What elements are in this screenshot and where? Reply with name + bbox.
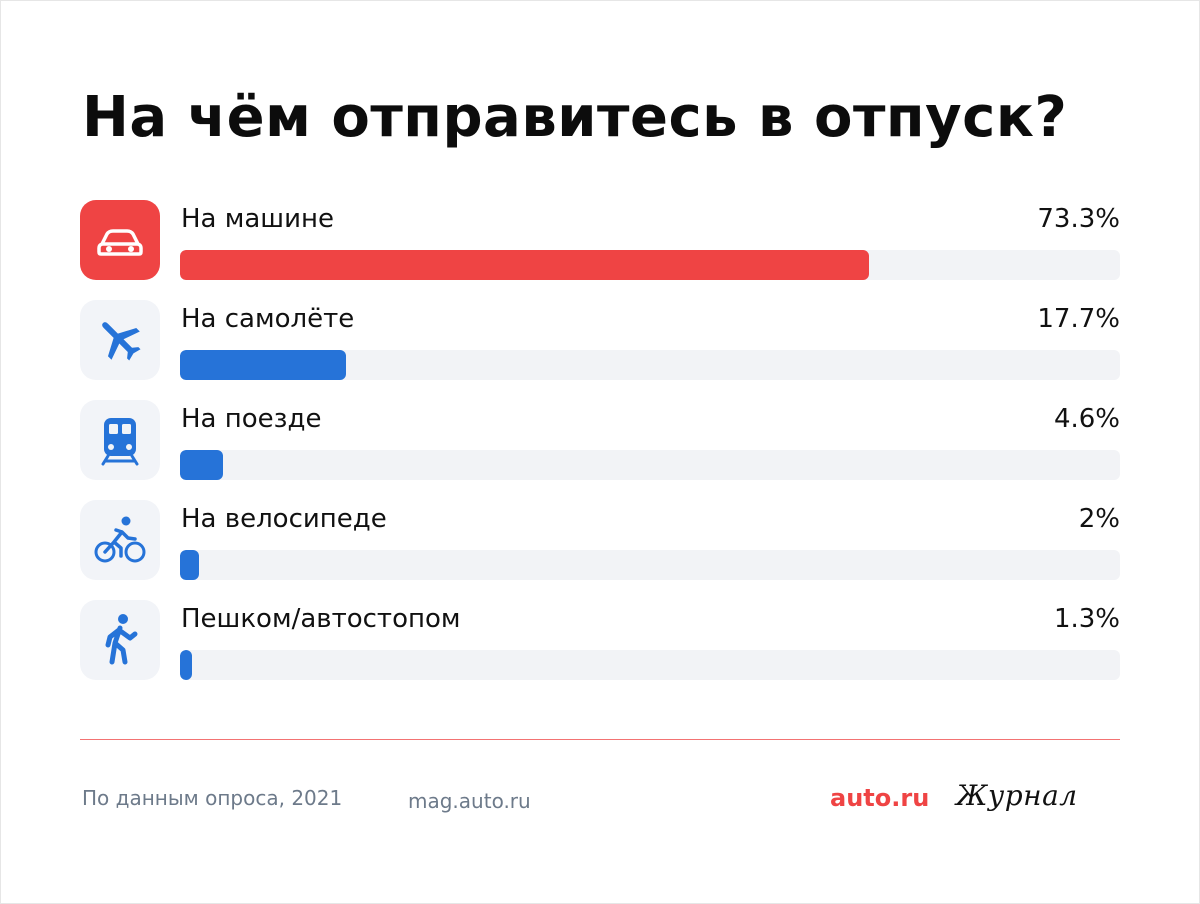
bar-row: На велосипеде 2% [80,500,1120,600]
bar [180,650,193,680]
source-note: По данным опроса, 2021 [82,786,343,810]
footer-divider [80,739,1120,740]
value-label: 73.3% [1037,204,1120,234]
site-link[interactable]: mag.auto.ru [408,789,531,813]
value-label: 2% [1078,504,1120,534]
value-label: 17.7% [1037,304,1120,334]
chart-title: На чём отправитесь в отпуск? [82,85,1068,150]
journal-logo: Журнал [956,779,1078,812]
train-icon [80,400,160,480]
bar-track [180,450,1120,480]
airplane-icon [80,300,160,380]
walking-icon [80,600,160,680]
bar-row: На самолёте 17.7% [80,300,1120,400]
value-label: 4.6% [1053,404,1120,434]
auto-ru-logo: auto.ru [830,784,930,812]
bar [180,450,224,480]
bicycle-icon [80,500,160,580]
category-label: На велосипеде [181,504,387,534]
bar-rows: На машине 73.3% На самолёте 17.7% На поезде 4… [80,200,1120,700]
value-label: 1.3% [1053,604,1120,634]
bar-row: Пешком/автостопом 1.3% [80,600,1120,700]
category-label: На поезде [181,404,322,434]
bar [180,350,347,380]
bar-track [180,550,1120,580]
bar-row: На поезде 4.6% [80,400,1120,500]
bar-row: На машине 73.3% [80,200,1120,300]
bar-track [180,650,1120,680]
bar [180,250,870,280]
car-icon [80,200,160,280]
category-label: Пешком/автостопом [181,604,461,634]
category-label: На машине [181,204,334,234]
bar-track [180,250,1120,280]
bar [180,550,199,580]
category-label: На самолёте [181,304,355,334]
bar-track [180,350,1120,380]
